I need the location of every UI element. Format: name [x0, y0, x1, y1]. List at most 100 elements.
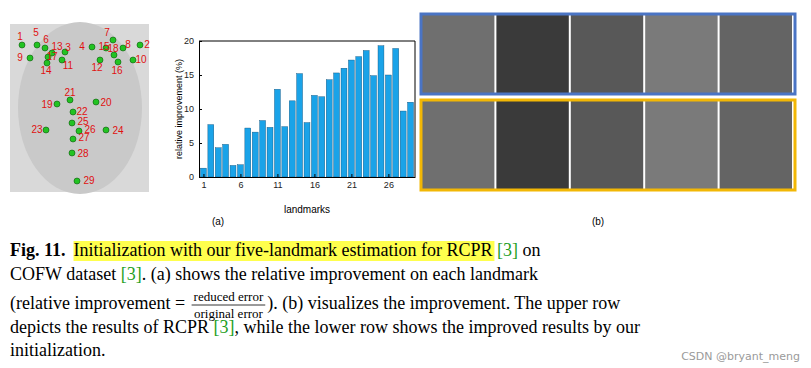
x-axis: 1611162126 [200, 174, 416, 190]
tick-label: 11 [273, 180, 282, 190]
tick-mark [199, 177, 202, 178]
tick-mark [277, 174, 278, 177]
landmark-label: 12 [91, 62, 103, 73]
landmark-label: 28 [77, 148, 89, 159]
landmark-dot [103, 127, 109, 133]
landmark-label: 4 [79, 41, 85, 52]
face-shape [18, 22, 142, 194]
axis-line [200, 177, 416, 178]
face-photo [496, 15, 568, 93]
row-border [421, 14, 795, 94]
bar [408, 102, 414, 177]
image-grid [421, 14, 795, 190]
bar [267, 127, 273, 177]
bar [334, 73, 340, 177]
bars [200, 46, 413, 177]
tick: 6 [238, 174, 243, 190]
panel-label: (a) [212, 216, 224, 227]
landmark-label: 21 [64, 87, 76, 98]
bar [282, 127, 288, 177]
landmark-label: 19 [41, 99, 53, 110]
landmark-label: 11 [63, 60, 74, 71]
caption-text: COFW dataset [3]. (a) shows the relative… [10, 264, 538, 285]
landmark-label: 7 [104, 27, 110, 38]
face-diagram: 1234567891011121314151617181920212223242… [10, 22, 150, 194]
highlight [74, 241, 495, 261]
tick-label: 5 [189, 138, 194, 148]
landmark-label: 24 [112, 125, 124, 136]
panel-label: (b) [592, 216, 604, 227]
tick: 16 [310, 174, 320, 190]
bar [400, 111, 406, 177]
tick-mark [199, 75, 202, 76]
tick: 21 [347, 174, 357, 190]
y-axis: 05101520 [184, 36, 202, 182]
bar [326, 80, 332, 177]
landmark-label: 14 [40, 65, 52, 76]
face-photo [720, 15, 792, 93]
bar [260, 121, 266, 177]
bar [230, 165, 236, 177]
bar [363, 51, 369, 177]
landmark-label: 20 [100, 97, 112, 108]
landmark-label: 6 [43, 34, 49, 45]
tick-mark [199, 143, 202, 144]
landmark-dot [43, 127, 49, 133]
caption-text: depicts the results of RCPR [3], while t… [10, 317, 640, 337]
landmark-label: 8 [125, 39, 131, 50]
landmark-dot [27, 55, 33, 61]
fraction-numerator: reduced error [194, 289, 264, 304]
tick-label: 10 [184, 104, 194, 114]
landmark-label: 18 [107, 43, 119, 54]
landmark-label: 10 [135, 54, 147, 65]
face-photo [645, 15, 717, 93]
bar [274, 89, 280, 177]
bar [371, 76, 377, 177]
bar [208, 125, 214, 177]
bar [289, 101, 295, 177]
tick-label: 1 [201, 180, 206, 190]
bar [319, 97, 325, 177]
tick: 5 [189, 138, 202, 148]
landmark-dot [54, 101, 60, 107]
bar [341, 68, 347, 177]
bar [311, 95, 317, 177]
landmark-label: 5 [33, 27, 39, 38]
tick-label: 0 [189, 172, 194, 182]
figure: 1234567891011121314151617181920212223242… [0, 0, 811, 368]
face-photo [422, 15, 494, 93]
tick-mark [199, 109, 202, 110]
tick-mark [314, 174, 315, 177]
fraction-bar [192, 305, 266, 306]
face-photo [571, 101, 643, 189]
bar-chart: 161116212605101520landmarksrelative impr… [174, 36, 416, 215]
landmark-label: 9 [17, 52, 23, 63]
caption-text: (relative improvement = [10, 293, 190, 314]
x-axis-title: landmarks [284, 204, 330, 215]
caption-text: Initialization with our five-landmark es… [74, 240, 493, 260]
bar [348, 60, 354, 177]
landmark-dot [70, 136, 76, 142]
landmark-dot [74, 178, 80, 184]
landmark-label: 16 [111, 65, 123, 76]
bar [252, 132, 258, 177]
bar [385, 75, 391, 177]
landmark-label: 17 [46, 51, 58, 62]
tick-mark [388, 174, 389, 177]
plot-frame [199, 41, 415, 177]
tick-label: 21 [347, 180, 357, 190]
tick-label: 26 [384, 180, 394, 190]
bar [237, 165, 243, 177]
caption-text: ). (b) visualizes the improvement. The u… [267, 293, 620, 314]
y-axis-title: relative improvement (%) [174, 59, 184, 159]
tick-mark [351, 174, 352, 177]
face-photo [496, 101, 568, 189]
landmark-label: 2 [144, 39, 150, 50]
bar [356, 57, 362, 177]
landmark-dot [137, 42, 143, 48]
landmark-label: 3 [65, 42, 71, 53]
tick: 26 [384, 174, 394, 190]
tick: 10 [184, 104, 202, 114]
face-photo [571, 15, 643, 93]
bar [223, 144, 229, 177]
